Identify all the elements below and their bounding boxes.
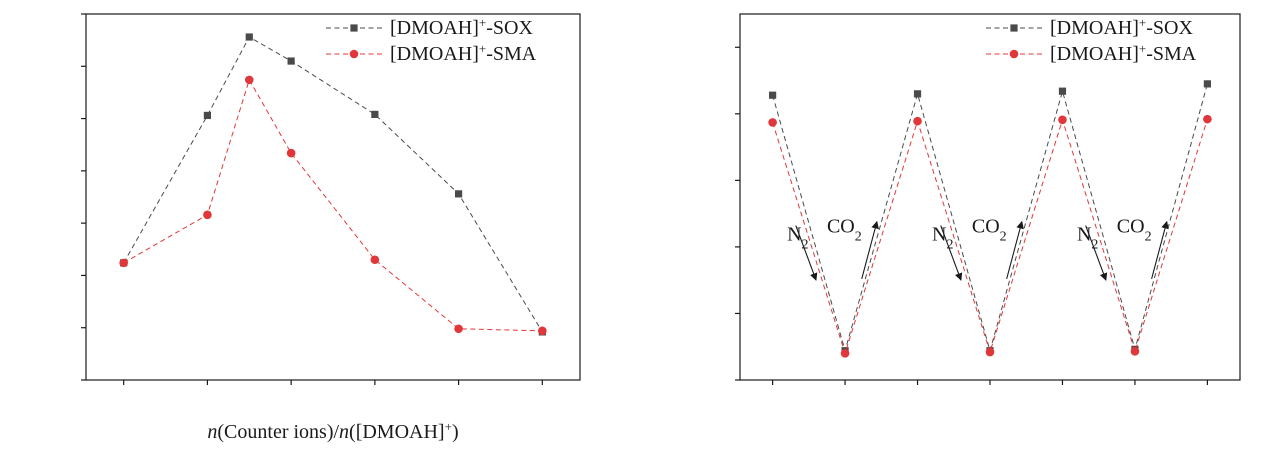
series-line-sma xyxy=(123,78,543,332)
legend-marker-sox xyxy=(1010,24,1018,32)
data-point-sma xyxy=(370,255,380,265)
co2-label-text: CO xyxy=(827,215,855,237)
data-point-sma xyxy=(538,326,547,336)
co2-label: CO2 xyxy=(1117,215,1152,244)
co2-label-sub: 2 xyxy=(1000,229,1007,244)
n2-label: N2 xyxy=(932,223,953,252)
legend-text-base: [DMOAH] xyxy=(1050,17,1139,39)
co2-arrow xyxy=(861,220,879,279)
chart-panel-a: n(Counter ions)/n([DMOAH]+)[DMOAH]+-SOX[… xyxy=(81,13,581,444)
data-point-sma xyxy=(203,210,212,220)
n2-label-sub: 2 xyxy=(946,237,953,252)
co2-arrow xyxy=(1151,220,1169,279)
legend-marker-sox xyxy=(350,24,358,32)
n2-label-text: N xyxy=(1077,223,1091,245)
plot-frame xyxy=(739,13,1241,381)
legend-label-sma: [DMOAH]+-SMA xyxy=(1050,41,1197,66)
data-point-sox xyxy=(287,57,295,65)
n2-label-text: N xyxy=(787,223,801,245)
legend-marker-sma xyxy=(349,49,359,59)
data-point-sox xyxy=(1203,80,1211,88)
x-label-n2: n xyxy=(339,421,349,443)
co2-label: CO2 xyxy=(972,215,1007,244)
legend-text-base: [DMOAH] xyxy=(390,43,479,65)
data-point-sox xyxy=(769,91,777,99)
x-label-n1: n xyxy=(207,421,217,443)
n2-label: N2 xyxy=(1077,223,1098,252)
n2-label-text: N xyxy=(932,223,946,245)
data-point-sma xyxy=(913,116,922,126)
legend-label-sox: [DMOAH]+-SOX xyxy=(1050,15,1193,40)
co2-label-sub: 2 xyxy=(855,229,862,244)
data-point-sox xyxy=(371,110,379,118)
legend-text-sup: + xyxy=(479,41,486,56)
data-point-sox xyxy=(913,90,922,98)
x-label-sup: + xyxy=(445,419,452,434)
legend-marker-sma xyxy=(1009,49,1019,59)
co2-label: CO2 xyxy=(827,215,862,244)
n2-label-sub: 2 xyxy=(802,237,809,252)
n2-arrow xyxy=(1085,225,1108,281)
legend-label-sox: [DMOAH]+-SOX xyxy=(390,15,533,40)
co2-label-text: CO xyxy=(972,215,1000,237)
n2-label-sub: 2 xyxy=(1091,237,1098,252)
data-point-sma xyxy=(1130,347,1140,356)
data-point-sma xyxy=(840,349,850,358)
legend-text-sup: + xyxy=(1139,41,1146,56)
n2-label: N2 xyxy=(787,223,808,252)
data-point-sma xyxy=(119,258,128,268)
co2-arrow xyxy=(1006,220,1024,279)
legend-label-sma: [DMOAH]+-SMA xyxy=(390,41,537,66)
n2-arrow xyxy=(795,225,818,281)
x-label-close: ) xyxy=(452,421,459,443)
legend-text-sup: + xyxy=(479,15,486,30)
x-label-tail: ([DMOAH] xyxy=(349,421,445,443)
legend-text-tail: -SOX xyxy=(486,17,533,39)
data-point-sma xyxy=(244,75,254,85)
series-line-sox xyxy=(123,36,543,333)
data-point-sox xyxy=(245,33,253,41)
x-axis-label: n(Counter ions)/n([DMOAH]+) xyxy=(207,419,458,444)
n2-arrow xyxy=(940,225,963,281)
data-point-sma xyxy=(1203,114,1212,124)
legend-text-sup: + xyxy=(1139,15,1146,30)
data-point-sma xyxy=(768,118,777,127)
data-point-sox xyxy=(203,111,212,120)
co2-label-sub: 2 xyxy=(1145,229,1152,244)
legend-text-base: [DMOAH] xyxy=(390,17,479,39)
legend-text-tail: -SMA xyxy=(486,43,537,65)
data-point-sox xyxy=(454,190,463,198)
legend-text-tail: -SOX xyxy=(1146,17,1193,39)
co2-label-text: CO xyxy=(1117,215,1145,237)
data-point-sma xyxy=(286,148,296,158)
data-point-sma xyxy=(985,347,995,357)
legend-text-base: [DMOAH] xyxy=(1050,43,1139,65)
data-point-sox xyxy=(1058,87,1067,95)
data-point-sma xyxy=(454,324,463,334)
plot-frame xyxy=(85,13,581,381)
legend-text-tail: -SMA xyxy=(1146,43,1197,65)
data-point-sma xyxy=(1058,115,1067,125)
x-label-mid: (Counter ions)/ xyxy=(217,421,339,443)
